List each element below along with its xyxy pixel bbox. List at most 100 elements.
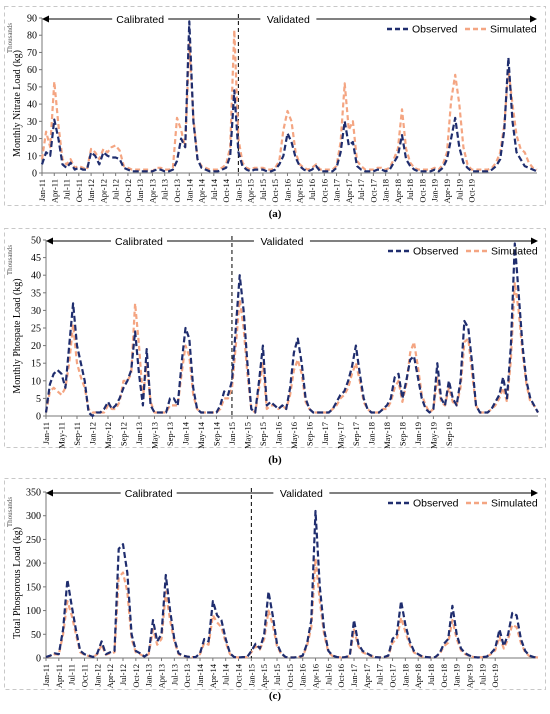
calibrated-label-bg: [120, 486, 177, 499]
x-tick-label: Oct-12: [123, 179, 133, 203]
y-tick-label: 150: [26, 582, 41, 593]
legend-label-simulated: Simulated: [491, 498, 538, 510]
calibrated-label: Calibrated: [116, 14, 164, 26]
x-tick-label: May-15: [242, 422, 252, 449]
y-tick-label: 35: [31, 288, 41, 299]
x-tick-label: Apr-16: [295, 179, 305, 203]
x-tick-label: Jan-19: [413, 422, 423, 445]
chart-panel-nitrate: 0 10 20 30 40 50 60 70 80 90 Thousands Monthly Nitr…: [4, 6, 546, 224]
y-axis-label: Monthly Phospate Load (kg): [12, 278, 23, 393]
y-tick-label: 30: [27, 117, 37, 128]
arrow-head-left: [42, 15, 49, 23]
x-tick-label: Jan-15: [233, 179, 243, 202]
arrow-head-left: [46, 489, 53, 497]
x-tick-label: Jul-14: [209, 178, 219, 200]
x-tick-label: Apr-19: [465, 664, 475, 688]
x-tick-label: Jan-16: [273, 422, 283, 445]
x-tick-label: Jul-16: [323, 664, 333, 685]
validated-label: Validated: [260, 236, 303, 248]
x-tick-label: Sep-18: [397, 422, 407, 446]
x-tick-label: Apr-17: [344, 179, 354, 203]
x-tick-label: Sep-12: [118, 422, 128, 446]
x-tick-label: Apr-12: [105, 664, 115, 688]
x-tick-label: Oct-18: [439, 664, 449, 688]
x-tick-label: Oct-17: [368, 179, 378, 203]
y-tick-label: 10: [27, 151, 37, 162]
calibrated-label: Calibrated: [125, 488, 173, 500]
x-tick-label: Jan-11: [41, 422, 51, 444]
x-tick-label: Oct-14: [221, 178, 231, 202]
x-tick-label: Sep-17: [351, 422, 361, 446]
legend-label-observed: Observed: [413, 498, 459, 510]
x-tick-label: Jul-16: [307, 179, 317, 200]
x-tick-label: Jul-12: [118, 664, 128, 685]
x-tick-label: Apr-18: [413, 664, 423, 688]
x-tick-label: Jul-11: [62, 179, 72, 200]
y-tick-label: 200: [26, 559, 41, 570]
x-tick-label: Jan-13: [134, 422, 144, 445]
arrow-head-right: [531, 237, 538, 245]
x-tick-label: Jan-12: [92, 664, 102, 687]
y-tick-label: 10: [31, 376, 41, 387]
calibrated-label: Calibrated: [115, 236, 163, 248]
x-tick-label: Jan-13: [135, 179, 145, 202]
x-tick-label: Sep-13: [165, 422, 175, 446]
x-tick-label: Jul-13: [160, 179, 170, 200]
x-tick-label: Oct-14: [234, 663, 244, 687]
y-tick-label: 100: [26, 606, 41, 617]
x-tick-label: Jul-18: [405, 179, 415, 200]
y-tick-label: 350: [26, 488, 41, 499]
x-tick-label: Oct-15: [285, 664, 295, 688]
x-tick-label: Jan-11: [37, 179, 47, 201]
x-tick-label: Oct-16: [336, 664, 346, 688]
x-tick-label: Apr-15: [259, 664, 269, 688]
validated-label-bg: [253, 234, 310, 247]
x-tick-label: Jul-11: [67, 664, 77, 685]
x-tick-label: Jan-12: [87, 422, 97, 445]
x-tick-label: Oct-11: [74, 179, 84, 202]
y-tick-label: 300: [26, 511, 41, 522]
x-tick-label: Jul-17: [375, 664, 385, 685]
x-tick-label: Jul-12: [111, 179, 121, 200]
x-tick-label: Jan-18: [381, 179, 391, 202]
y-tick-label: 15: [31, 359, 41, 370]
x-tick-label: Oct-15: [270, 179, 280, 203]
series-line-simulated: [45, 557, 539, 659]
x-tick-label: Jan-17: [332, 179, 342, 202]
chart-caption: (c): [268, 690, 282, 702]
x-tick-label: Jul-19: [477, 664, 487, 685]
y-tick-label: 30: [31, 306, 41, 317]
x-tick-label: Apr-12: [98, 179, 108, 203]
x-tick-label: Apr-18: [393, 179, 403, 203]
x-tick-label: May-11: [56, 422, 66, 449]
x-tick-label: May-16: [289, 422, 299, 449]
validated-label: Validated: [280, 488, 323, 500]
x-tick-label: Jul-17: [356, 179, 366, 200]
y-unit-label: Thousands: [6, 23, 14, 54]
x-tick-label: Jan-15: [246, 664, 256, 687]
x-tick-label: Jul-18: [426, 664, 436, 685]
x-tick-label: Apr-15: [246, 179, 256, 203]
chart-b-svg: 0 5 10 15 20 25 30 35 40 45 50 Thousands Monthly Pho…: [4, 228, 546, 449]
y-axis-label: Monthly Nitrate Load (kg): [12, 50, 23, 157]
chart-caption: (a): [268, 208, 282, 220]
y-tick-label: 20: [31, 341, 41, 352]
arrow-head-right: [530, 15, 537, 23]
x-tick-label: May-17: [335, 422, 345, 449]
panel-border: [4, 6, 546, 206]
x-tick-label: May-19: [428, 422, 438, 449]
y-axis-label: Total Phosporous Load (kg): [12, 527, 23, 639]
y-tick-label: 45: [31, 253, 41, 264]
x-tick-label: Jul-15: [258, 179, 268, 200]
x-tick-label: Apr-19: [442, 179, 452, 203]
x-tick-label: Oct-19: [467, 179, 477, 203]
x-tick-label: Jan-14: [195, 663, 205, 686]
x-tick-label: Jul-13: [169, 664, 179, 685]
legend-label-observed: Observed: [413, 246, 459, 258]
x-tick-label: Oct-16: [319, 179, 329, 203]
x-tick-label: Jan-18: [366, 422, 376, 445]
y-tick-label: 50: [31, 630, 41, 641]
x-tick-label: Jan-16: [282, 179, 292, 202]
